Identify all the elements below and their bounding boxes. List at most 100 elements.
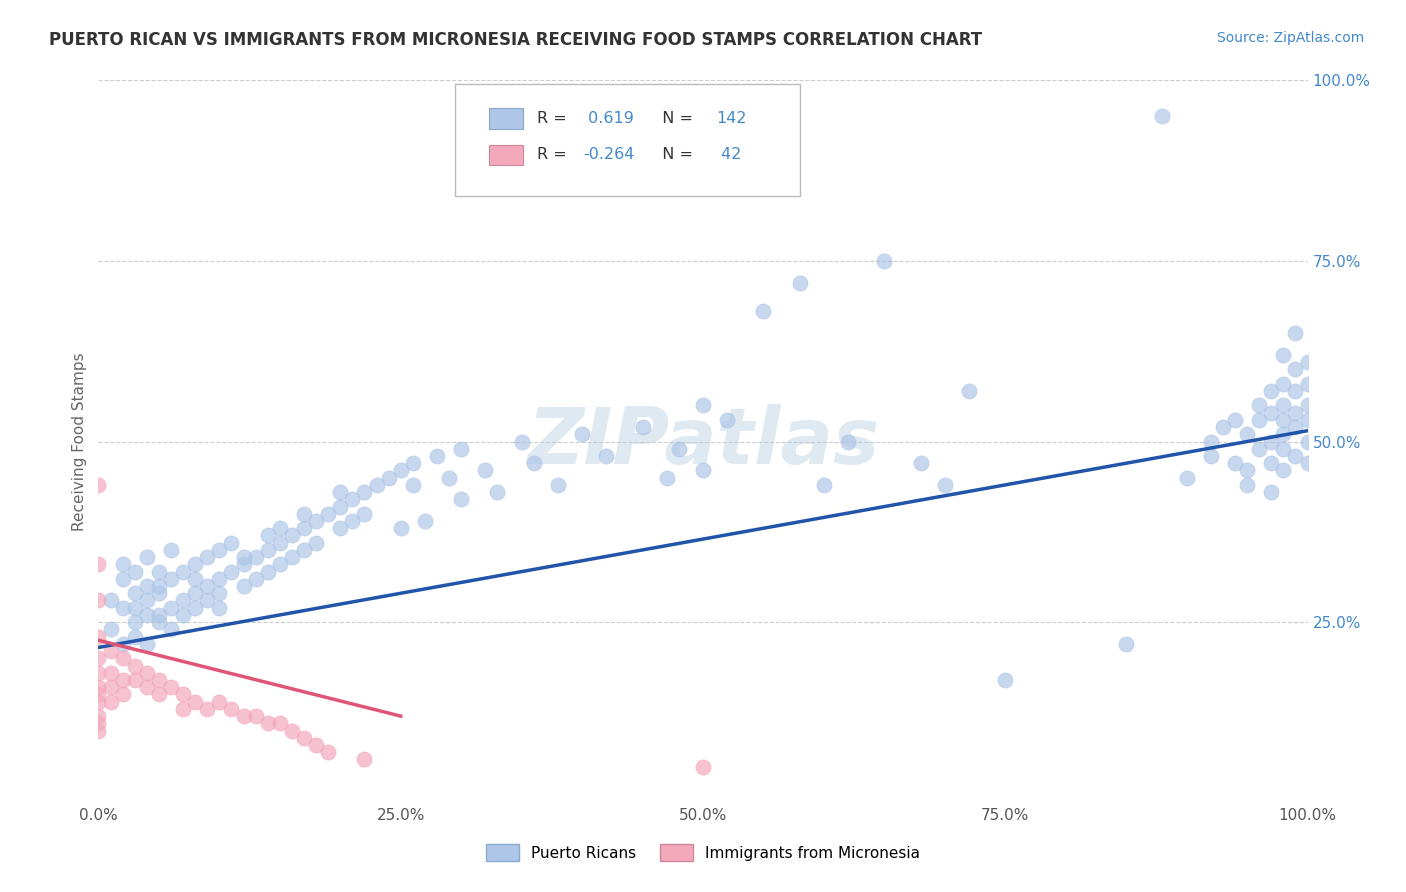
Point [148, 673, 170, 687]
Point [232, 709, 254, 723]
Point [87, 593, 110, 607]
Point [184, 586, 207, 600]
Text: -0.264: -0.264 [583, 147, 634, 162]
Point [184, 558, 207, 572]
Point [1296, 376, 1319, 391]
Point [342, 492, 364, 507]
Point [329, 521, 352, 535]
Point [111, 651, 134, 665]
Point [873, 253, 896, 268]
Point [281, 550, 304, 565]
Point [655, 470, 678, 484]
Point [329, 485, 352, 500]
Point [1260, 434, 1282, 449]
Point [426, 449, 449, 463]
Point [221, 535, 243, 549]
Point [474, 463, 496, 477]
Point [994, 673, 1017, 687]
Point [172, 593, 194, 607]
Point [752, 304, 775, 318]
Point [1249, 413, 1271, 427]
Point [172, 687, 194, 701]
Point [1260, 456, 1282, 470]
Point [87, 630, 110, 644]
Point [486, 485, 509, 500]
Point [100, 623, 122, 637]
Point [148, 565, 170, 579]
Point [124, 600, 146, 615]
Text: Source: ZipAtlas.com: Source: ZipAtlas.com [1216, 31, 1364, 45]
Point [124, 586, 146, 600]
Point [1236, 463, 1258, 477]
Point [1223, 413, 1246, 427]
Point [160, 680, 183, 694]
Point [135, 550, 157, 565]
Point [111, 673, 134, 687]
Point [256, 565, 278, 579]
Point [195, 593, 218, 607]
Point [245, 709, 267, 723]
Point [1296, 456, 1319, 470]
Point [1272, 413, 1295, 427]
Text: R =: R = [537, 147, 572, 162]
Point [353, 507, 375, 521]
Point [135, 637, 157, 651]
Point [184, 572, 207, 586]
Point [1296, 398, 1319, 412]
Point [292, 731, 315, 745]
Point [135, 579, 157, 593]
Point [692, 398, 714, 412]
Point [1260, 485, 1282, 500]
Point [160, 600, 183, 615]
Point [281, 723, 304, 738]
Point [87, 558, 110, 572]
Point [1199, 449, 1222, 463]
Point [437, 470, 460, 484]
Point [668, 442, 690, 456]
Legend: Puerto Ricans, Immigrants from Micronesia: Puerto Ricans, Immigrants from Micronesi… [479, 838, 927, 867]
Point [111, 600, 134, 615]
Point [1284, 362, 1306, 376]
Point [135, 665, 157, 680]
Point [353, 752, 375, 766]
Point [316, 507, 339, 521]
Text: N =: N = [652, 147, 699, 162]
Point [1296, 434, 1319, 449]
FancyBboxPatch shape [489, 109, 523, 128]
Point [716, 413, 738, 427]
Point [87, 723, 110, 738]
Point [837, 434, 859, 449]
Point [316, 745, 339, 759]
Point [135, 680, 157, 694]
Point [281, 528, 304, 542]
Point [160, 542, 183, 557]
Point [100, 695, 122, 709]
Point [1175, 470, 1198, 484]
Point [957, 384, 980, 398]
Point [305, 535, 328, 549]
Point [1272, 348, 1295, 362]
Point [1272, 427, 1295, 442]
Point [124, 565, 146, 579]
Point [87, 709, 110, 723]
Point [87, 687, 110, 701]
Point [87, 716, 110, 731]
Y-axis label: Receiving Food Stamps: Receiving Food Stamps [72, 352, 87, 531]
Point [1199, 434, 1222, 449]
FancyBboxPatch shape [489, 145, 523, 165]
Point [208, 600, 231, 615]
Point [269, 558, 291, 572]
Point [256, 542, 278, 557]
Point [124, 673, 146, 687]
Point [232, 550, 254, 565]
FancyBboxPatch shape [456, 84, 800, 196]
Point [124, 615, 146, 630]
Point [1223, 456, 1246, 470]
Point [366, 478, 388, 492]
Point [450, 492, 472, 507]
Point [184, 695, 207, 709]
Point [292, 542, 315, 557]
Point [631, 420, 654, 434]
Point [232, 558, 254, 572]
Point [148, 607, 170, 622]
